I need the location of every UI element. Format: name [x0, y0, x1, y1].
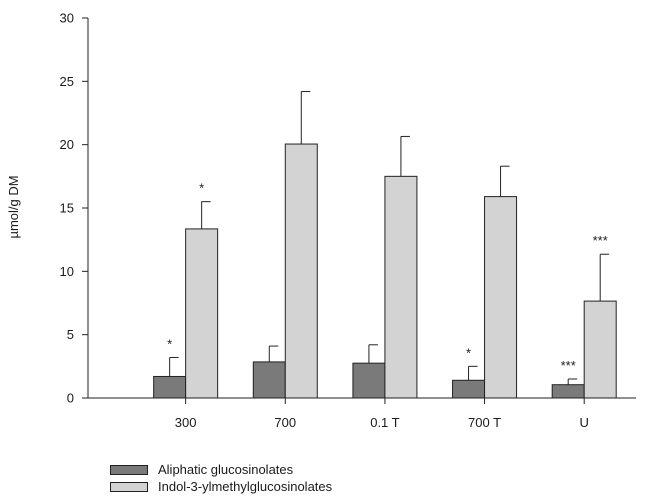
y-tick-label: 5 [67, 327, 74, 342]
y-tick-label: 15 [60, 201, 74, 216]
legend-item-aliphatic: Aliphatic glucosinolates [110, 461, 332, 478]
legend-label-indolyl: Indol-3-ylmethylglucosinolates [158, 479, 333, 494]
legend-swatch-aliphatic [110, 464, 148, 475]
significance-marker: * [199, 181, 204, 196]
legend-label-aliphatic: Aliphatic glucosinolates [158, 462, 294, 477]
bar-indolyl [484, 196, 518, 399]
legend: Aliphatic glucosinolates Indol-3-ylmethy… [110, 461, 332, 495]
x-tick-label: 300 [175, 415, 197, 430]
axes: 0 5 10 15 20 25 30 300 700 0.1 T 700 T U [60, 11, 636, 430]
bar-indolyl [384, 175, 418, 399]
y-tick-label: 10 [60, 264, 74, 279]
bar-indolyl [284, 143, 318, 399]
y-tick-label: 20 [60, 137, 74, 152]
y-tick-label: 25 [60, 74, 74, 89]
x-tick-label: 700 [274, 415, 296, 430]
x-tick-label: U [579, 415, 588, 430]
bars: ********* [153, 90, 617, 399]
legend-swatch-indolyl [110, 481, 148, 492]
bar-aliphatic [352, 362, 386, 399]
bar-aliphatic [153, 375, 187, 399]
y-tick-label: 30 [60, 11, 74, 26]
bar-aliphatic [551, 384, 585, 399]
legend-item-indolyl: Indol-3-ylmethylglucosinolates [110, 478, 332, 495]
x-tick-label: 0.1 T [370, 415, 399, 430]
bar-indolyl [185, 228, 219, 399]
significance-marker: *** [561, 358, 576, 373]
y-axis-label: µmol/g DM [6, 175, 21, 238]
bar-indolyl [583, 300, 617, 399]
x-tick-label: 700 T [468, 415, 501, 430]
bar-aliphatic [452, 379, 486, 399]
significance-marker: * [466, 345, 471, 360]
significance-marker: *** [593, 233, 608, 248]
y-tick-label: 0 [67, 391, 74, 406]
bar-aliphatic [252, 361, 286, 399]
significance-marker: * [167, 336, 172, 351]
